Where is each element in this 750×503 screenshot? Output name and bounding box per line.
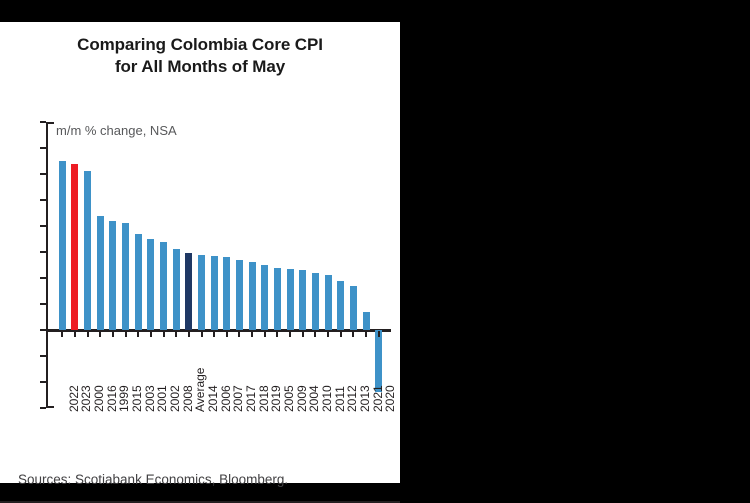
bar: [198, 254, 206, 330]
bar: [210, 255, 218, 330]
x-axis-tick: [124, 331, 127, 337]
x-axis-tick: [377, 331, 380, 337]
bar: [223, 257, 231, 330]
y-axis-tick: [40, 199, 46, 201]
bar: [299, 270, 307, 330]
x-axis-tick: [200, 331, 203, 337]
bar: [134, 233, 142, 330]
x-axis-tick: [213, 331, 216, 337]
y-axis-tick: [40, 303, 46, 305]
bar: [147, 239, 155, 330]
y-axis-tick: [40, 147, 46, 149]
x-axis-tick: [225, 331, 228, 337]
bar: [58, 161, 66, 330]
x-axis-tick: [187, 331, 190, 337]
zero-baseline: [46, 329, 391, 332]
x-axis-tick-label: 2005: [281, 385, 296, 412]
chart-card: Comparing Colombia Core CPI for All Mont…: [0, 22, 400, 503]
x-axis-tick: [149, 331, 152, 337]
y-axis-tick: [40, 277, 46, 279]
bar: [71, 163, 79, 330]
x-axis-tick: [111, 331, 114, 337]
x-axis-tick: [175, 331, 178, 337]
x-axis-tick: [73, 331, 76, 337]
bar: [286, 268, 294, 330]
x-axis-tick-label: 2010: [319, 385, 334, 412]
y-axis-line: [46, 122, 48, 408]
x-axis-tick: [162, 331, 165, 337]
plot-area: 0.80.70.60.50.40.30.20.10.0-0.1-0.2-0.3 …: [40, 121, 397, 412]
bar: [349, 285, 357, 330]
bar: [109, 220, 117, 330]
chart-title-line1: Comparing Colombia Core CPI: [77, 35, 323, 54]
x-axis-tick-label: 2015: [130, 385, 145, 412]
x-axis-tick-label: 2013: [357, 385, 372, 412]
bar: [96, 215, 104, 330]
x-axis-tick: [365, 331, 368, 337]
source-note: Sources: Scotiabank Economics, Bloomberg…: [18, 472, 289, 487]
x-axis-tick: [61, 331, 64, 337]
chart-title-line2: for All Months of May: [114, 57, 286, 76]
x-axis-tick: [86, 331, 89, 337]
y-axis-cap: [46, 122, 54, 124]
y-axis-tick: [40, 329, 46, 331]
x-axis-tick: [276, 331, 279, 337]
bar: [273, 267, 281, 330]
bar: [122, 223, 130, 330]
bar: [324, 275, 332, 330]
bar: [261, 265, 269, 330]
y-axis-tick: [40, 381, 46, 383]
y-axis-tick: [40, 225, 46, 227]
x-axis-tick: [99, 331, 102, 337]
bar: [311, 272, 319, 330]
x-axis-tick: [339, 331, 342, 337]
y-axis-tick: [40, 121, 46, 123]
x-axis-tick: [327, 331, 330, 337]
x-axis-tick: [352, 331, 355, 337]
y-axis-tick: [40, 173, 46, 175]
chart-title: Comparing Colombia Core CPI for All Mont…: [0, 34, 400, 78]
bar: [160, 241, 168, 330]
x-axis-tick-label: 2017: [243, 385, 258, 412]
y-axis-tick: [40, 407, 46, 409]
x-axis-tick: [238, 331, 241, 337]
x-axis-tick: [301, 331, 304, 337]
bar: [172, 249, 180, 330]
bar: [337, 280, 345, 330]
x-axis-tick-label: 2014: [206, 385, 221, 412]
x-axis-tick: [289, 331, 292, 337]
axis-subtitle: m/m % change, NSA: [56, 123, 177, 138]
x-axis-tick: [251, 331, 254, 337]
bar: [375, 330, 383, 393]
bar: [248, 262, 256, 330]
y-axis-cap: [46, 406, 54, 408]
x-axis-tick-label: 2002: [168, 385, 183, 412]
bar: [84, 171, 92, 330]
y-axis-tick: [40, 251, 46, 253]
y-axis-tick: [40, 355, 46, 357]
bar: [185, 253, 193, 330]
x-axis-tick: [137, 331, 140, 337]
x-axis-tick: [314, 331, 317, 337]
x-axis-tick: [263, 331, 266, 337]
bar: [362, 311, 370, 330]
bar: [235, 259, 243, 330]
x-axis-tick-label: 2020: [383, 385, 398, 412]
